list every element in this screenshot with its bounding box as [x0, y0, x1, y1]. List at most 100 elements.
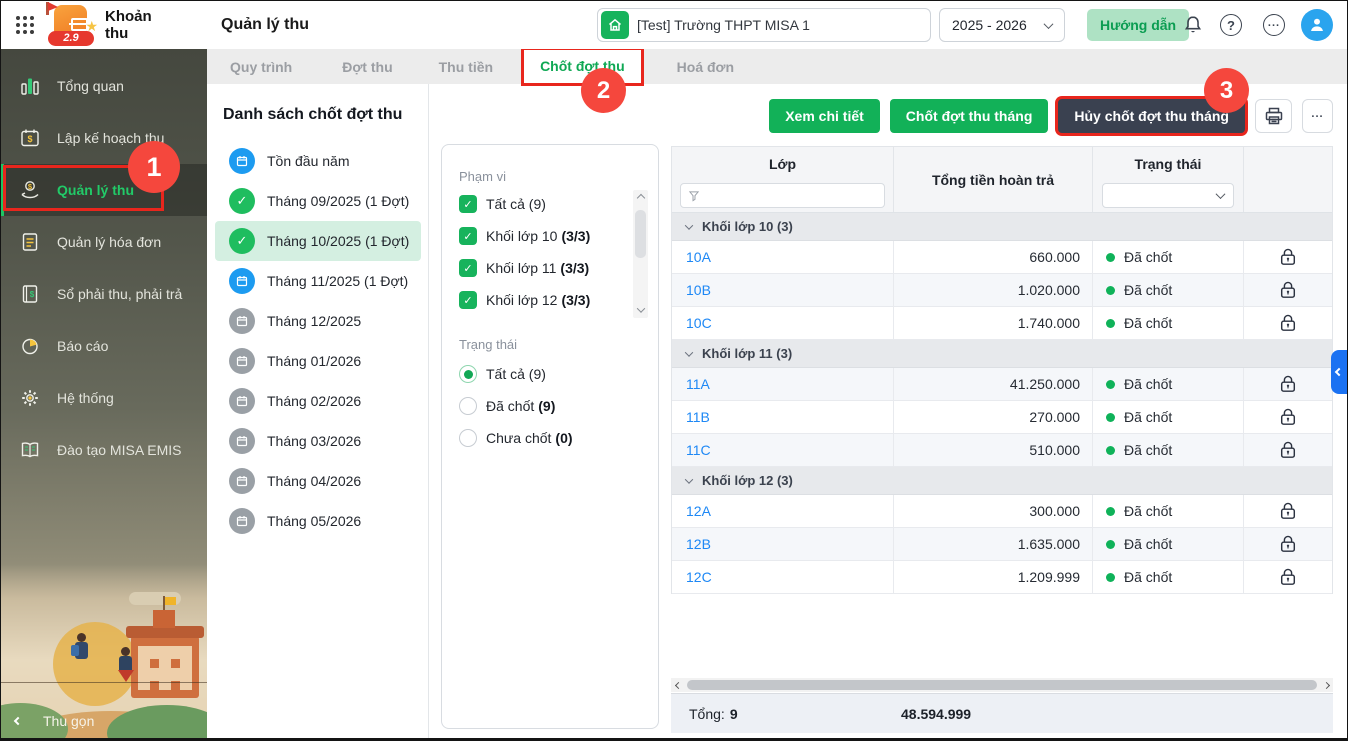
class-link[interactable]: 12A	[686, 503, 711, 519]
tab-chot-dot-thu[interactable]: Chốt đợt thu	[524, 50, 641, 83]
tab-quy-trinh[interactable]: Quy trình	[230, 58, 293, 75]
chevron-down-icon	[684, 220, 694, 230]
class-link[interactable]: 11B	[686, 409, 710, 425]
month-item-03-2026[interactable]: Tháng 03/2026	[215, 421, 421, 461]
tab-dot-thu[interactable]: Đợt thu	[342, 58, 393, 75]
school-selector[interactable]: [Test] Trường THPT MISA 1	[597, 8, 931, 42]
scroll-left-icon[interactable]	[671, 678, 685, 692]
scope-option-all[interactable]: Tất cả (9)	[459, 195, 546, 213]
sidebar-item-tong-quan[interactable]: Tổng quan	[1, 60, 207, 112]
class-link[interactable]: 10B	[686, 282, 711, 298]
month-item-12-2025[interactable]: Tháng 12/2025	[215, 301, 421, 341]
horizontal-scrollbar[interactable]	[671, 678, 1333, 692]
checkbox-checked-icon[interactable]	[459, 291, 477, 309]
app-grid-icon[interactable]	[15, 15, 35, 35]
column-header-status[interactable]: Trạng thái	[1134, 155, 1202, 172]
group-row-grade-12[interactable]: Khối lớp 12 (3)	[672, 467, 1332, 495]
month-item-11-2025[interactable]: Tháng 11/2025 (1 Đợt)	[215, 261, 421, 301]
sidebar-item-bao-cao[interactable]: Báo cáo	[1, 320, 207, 372]
checkbox-checked-icon[interactable]	[459, 259, 477, 277]
class-link[interactable]: 10C	[686, 315, 712, 331]
svg-text:$: $	[27, 134, 32, 144]
table-row[interactable]: 10A 660.000 Đã chốt	[672, 241, 1332, 274]
table-row[interactable]: 11C 510.000 Đã chốt	[672, 434, 1332, 467]
chevron-down-icon	[684, 347, 694, 357]
scroll-down-icon[interactable]	[633, 302, 648, 318]
table-row[interactable]: 11B 270.000 Đã chốt	[672, 401, 1332, 434]
month-item-04-2026[interactable]: Tháng 04/2026	[215, 461, 421, 501]
checkbox-checked-icon[interactable]	[459, 227, 477, 245]
group-row-grade-10[interactable]: Khối lớp 10 (3)	[672, 213, 1332, 241]
scrollbar-thumb[interactable]	[635, 210, 646, 258]
school-year-select[interactable]: 2025 - 2026	[939, 8, 1065, 42]
bar-chart-icon	[21, 78, 39, 95]
status-option-closed[interactable]: Đã chốt (9)	[459, 397, 555, 415]
month-item-09-2025[interactable]: Tháng 09/2025 (1 Đợt)	[215, 181, 421, 221]
more-actions-button[interactable]	[1302, 99, 1333, 133]
status-dot	[1106, 379, 1115, 389]
table-row[interactable]: 10B 1.020.000 Đã chốt	[672, 274, 1332, 307]
status-option-all[interactable]: Tất cả (9)	[459, 365, 546, 383]
scope-option-grade-11[interactable]: Khối lớp 11 (3/3)	[459, 259, 589, 277]
notification-bell-icon[interactable]	[1181, 13, 1205, 37]
help-circle-icon[interactable]	[1219, 13, 1243, 37]
close-month-button[interactable]: Chốt đợt thu tháng	[889, 99, 1049, 133]
column-header-class[interactable]: Lớp	[768, 155, 797, 172]
table-row[interactable]: 12A 300.000 Đã chốt	[672, 495, 1332, 528]
funnel-icon	[688, 190, 700, 201]
table-row[interactable]: 11A 41.250.000 Đã chốt	[672, 368, 1332, 401]
scroll-up-icon[interactable]	[633, 190, 648, 206]
table-row[interactable]: 12B 1.635.000 Đã chốt	[672, 528, 1332, 561]
user-avatar[interactable]	[1301, 9, 1333, 41]
scroll-right-icon[interactable]	[1319, 678, 1333, 692]
refund-amount: 300.000	[894, 495, 1093, 527]
status-filter-select[interactable]	[1102, 183, 1234, 208]
tab-thu-tien[interactable]: Thu tiền	[438, 58, 494, 75]
ledger-icon: $	[22, 285, 38, 303]
status-dot	[1106, 506, 1115, 516]
sidebar-collapse-button[interactable]: Thu gọn	[13, 713, 94, 729]
month-item-01-2026[interactable]: Tháng 01/2026	[215, 341, 421, 381]
table-row[interactable]: 12C 1.209.999 Đã chốt	[672, 561, 1332, 594]
tab-hoa-don[interactable]: Hoá đơn	[676, 58, 735, 75]
more-options-icon[interactable]	[1262, 13, 1286, 37]
class-link[interactable]: 11C	[686, 442, 711, 458]
month-item-05-2026[interactable]: Tháng 05/2026	[215, 501, 421, 541]
sidebar-item-quan-ly-hoa-don[interactable]: Quản lý hóa đơn	[1, 216, 207, 268]
checkbox-checked-icon[interactable]	[459, 195, 477, 213]
lock-icon	[1280, 314, 1296, 331]
table-row[interactable]: 10C 1.740.000 Đã chốt	[672, 307, 1332, 340]
pie-chart-icon	[22, 338, 38, 355]
month-item-ton-dau-nam[interactable]: Tồn đầu năm	[215, 141, 421, 181]
radio-icon[interactable]	[459, 397, 477, 415]
month-item-10-2025[interactable]: Tháng 10/2025 (1 Đợt)	[215, 221, 421, 261]
lock-icon	[1280, 502, 1296, 519]
closing-list-panel: Danh sách chốt đợt thu Tồn đầu năm Tháng…	[207, 84, 429, 738]
status-text: Đã chốt	[1124, 409, 1173, 425]
column-header-refund-total[interactable]: Tổng tiền hoàn trả	[931, 172, 1055, 188]
help-guide-button[interactable]: Hướng dẫn	[1087, 9, 1190, 41]
class-link[interactable]: 10A	[686, 249, 711, 265]
month-item-02-2026[interactable]: Tháng 02/2026	[215, 381, 421, 421]
sidebar-item-dao-tao-misa-emis[interactable]: Đào tạo MISA EMIS	[1, 424, 207, 476]
class-filter-input[interactable]	[680, 183, 885, 208]
sidebar-item-he-thong[interactable]: Hệ thống	[1, 372, 207, 424]
scope-option-grade-10[interactable]: Khối lớp 10 (3/3)	[459, 227, 590, 245]
scope-scrollbar[interactable]	[633, 190, 648, 318]
sidebar-item-so-phai-thu-phai-tra[interactable]: $ Sổ phải thu, phải trả	[1, 268, 207, 320]
class-link[interactable]: 12C	[686, 569, 712, 585]
scrollbar-thumb[interactable]	[687, 680, 1317, 690]
chevron-down-icon	[1043, 18, 1054, 29]
annotation-badge-1: 1	[128, 141, 180, 193]
group-row-grade-11[interactable]: Khối lớp 11 (3)	[672, 340, 1332, 368]
class-link[interactable]: 12B	[686, 536, 711, 552]
scope-option-grade-12[interactable]: Khối lớp 12 (3/3)	[459, 291, 590, 309]
class-link[interactable]: 11A	[686, 376, 710, 392]
view-detail-button[interactable]: Xem chi tiết	[769, 99, 880, 133]
print-button[interactable]	[1255, 99, 1292, 133]
status-option-not-closed[interactable]: Chưa chốt (0)	[459, 429, 573, 447]
panel-expand-toggle[interactable]	[1331, 350, 1347, 394]
sidebar-item-lap-ke-hoach-thu[interactable]: $ Lập kế hoạch thu	[1, 112, 207, 164]
radio-icon[interactable]	[459, 429, 477, 447]
radio-selected-icon[interactable]	[459, 365, 477, 383]
